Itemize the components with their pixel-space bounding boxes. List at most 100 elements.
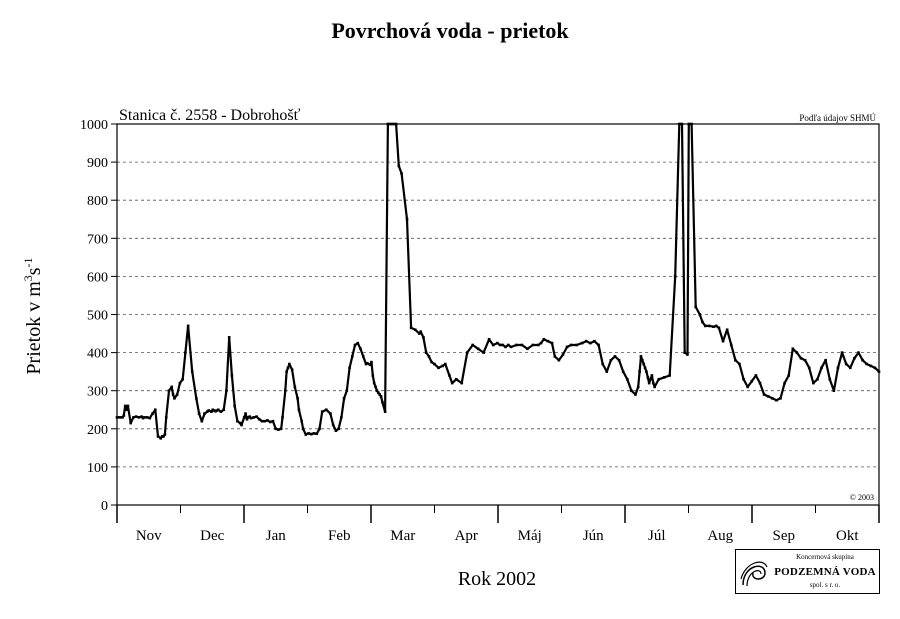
data-point: [418, 332, 421, 335]
data-point: [351, 355, 354, 358]
y-tick-label: 500: [87, 309, 108, 324]
data-point: [865, 362, 868, 366]
logo-mark-icon: [740, 561, 768, 587]
data-point: [195, 397, 198, 400]
data-point: [210, 410, 213, 413]
data-point: [230, 374, 234, 377]
data-point: [400, 172, 403, 175]
data-point: [184, 351, 187, 354]
data-point: [145, 416, 149, 419]
data-point: [216, 408, 220, 412]
data-point: [647, 381, 651, 385]
data-point: [668, 374, 671, 377]
data-point: [799, 357, 803, 360]
data-point: [613, 355, 617, 358]
data-point: [537, 343, 540, 347]
data-point: [504, 345, 507, 349]
data-point: [236, 419, 239, 423]
data-point: [212, 409, 216, 412]
data-point: [482, 351, 485, 354]
data-point: [828, 377, 832, 381]
data-point: [222, 408, 226, 412]
data-point: [353, 343, 357, 347]
data-point: [203, 412, 206, 415]
data-point: [207, 409, 210, 412]
data-point: [824, 358, 827, 362]
data-point: [650, 374, 654, 377]
y-tick-label: 200: [87, 423, 108, 438]
data-point: [248, 415, 252, 418]
data-point: [791, 347, 795, 351]
data-point: [148, 416, 152, 420]
data-point: [263, 419, 267, 423]
data-point: [605, 370, 609, 373]
data-point: [215, 409, 219, 412]
data-point: [200, 419, 204, 423]
data-point: [645, 370, 648, 373]
data-point: [437, 366, 440, 370]
data-point: [662, 376, 666, 379]
data-point: [123, 404, 127, 408]
data-point: [171, 393, 175, 396]
data-point: [634, 393, 637, 396]
data-point: [374, 385, 377, 389]
data-point: [701, 320, 704, 324]
data-point: [427, 355, 431, 358]
data-point: [405, 217, 409, 221]
data-point: [156, 435, 160, 438]
data-point: [159, 437, 163, 440]
data-point: [366, 361, 369, 365]
data-point: [714, 324, 718, 328]
data-point: [154, 408, 157, 412]
data-point: [268, 420, 272, 424]
data-point: [304, 433, 308, 436]
data-point: [277, 428, 280, 431]
data-point: [580, 341, 584, 345]
data-point: [359, 347, 362, 351]
data-point: [746, 385, 749, 389]
x-tick-label: Mar: [390, 528, 415, 544]
data-point: [137, 416, 141, 419]
data-point: [542, 337, 546, 341]
data-point: [238, 421, 242, 425]
data-point: [293, 385, 297, 389]
data-point: [296, 397, 299, 400]
series-group: [115, 122, 881, 440]
data-point: [609, 358, 613, 362]
data-point: [454, 377, 458, 381]
data-point: [134, 415, 138, 418]
data-point: [260, 419, 264, 423]
data-point: [375, 389, 379, 392]
data-point: [651, 381, 655, 385]
data-point: [271, 419, 275, 423]
data-point: [279, 427, 283, 431]
data-point: [698, 313, 702, 316]
data-point: [190, 370, 194, 373]
data-point: [242, 416, 246, 419]
x-tick-label: Aug: [707, 528, 733, 544]
data-point: [641, 358, 644, 362]
data-point: [211, 408, 215, 412]
data-point: [197, 412, 201, 415]
data-point: [646, 376, 650, 379]
data-point: [397, 164, 401, 168]
data-point: [487, 337, 491, 341]
data-point: [625, 377, 629, 381]
data-point: [779, 397, 782, 400]
data-point: [300, 419, 303, 423]
x-axis-ticks: Nov Dec Jan Feb Mar Apr Máj Jún Júl Aug Sep Okt: [116, 505, 880, 544]
data-point: [721, 339, 725, 343]
chart-title: Povrchová voda - prietok: [331, 18, 569, 43]
data-point: [181, 377, 184, 381]
x-tick-label: Apr: [455, 528, 478, 544]
data-point: [225, 389, 228, 392]
y-tick-label: 600: [87, 270, 108, 285]
data-point: [422, 336, 425, 339]
data-point: [754, 374, 758, 377]
data-point: [758, 381, 762, 385]
data-point: [621, 370, 625, 373]
data-point: [649, 377, 652, 381]
copyright-label: © 2003: [850, 493, 874, 502]
data-point: [315, 432, 319, 436]
data-point: [329, 412, 332, 415]
